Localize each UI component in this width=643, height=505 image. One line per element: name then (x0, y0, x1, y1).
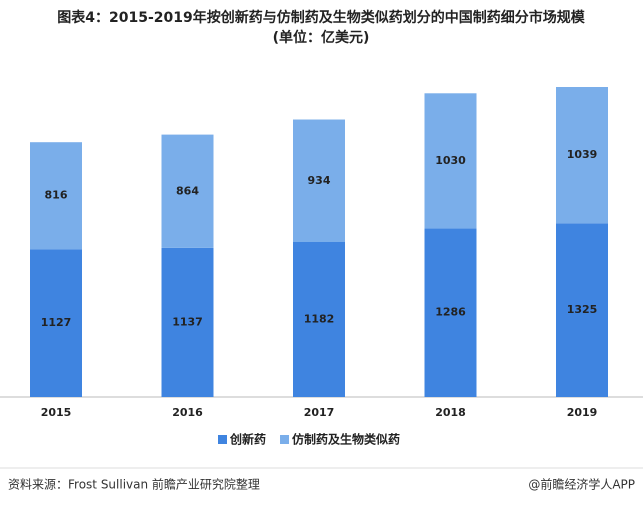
credit: @前瞻经济学人APP (528, 477, 635, 492)
value-label: 1182 (304, 313, 335, 326)
legend-label: 仿制药及生物类似药 (292, 432, 400, 447)
bar-segment (161, 247, 214, 397)
bar-segment (556, 87, 608, 224)
x-tick-label: 2018 (435, 406, 466, 419)
bar-segment (30, 249, 82, 397)
chart-title: 图表4：2015-2019年按创新药与仿制药及生物类似药划分的中国制药细分市场规… (57, 9, 585, 26)
value-label: 864 (176, 184, 199, 197)
bar-segment (161, 134, 214, 248)
x-tick-label: 2017 (304, 406, 335, 419)
source-note: 资料来源：Frost Sullivan 前瞻产业研究院整理 (8, 477, 260, 492)
value-label: 1127 (41, 316, 72, 329)
legend-label: 创新药 (229, 432, 266, 447)
legend-swatch (218, 435, 227, 444)
bar-segment (293, 242, 345, 397)
value-label: 1039 (567, 148, 598, 161)
x-tick-label: 2016 (172, 406, 203, 419)
value-label: 1325 (567, 303, 598, 316)
value-label: 934 (308, 174, 331, 187)
bar-segment (424, 228, 477, 397)
x-tick-label: 2019 (567, 406, 598, 419)
bar-segment (293, 119, 345, 242)
bar-segment (30, 142, 82, 250)
value-label: 1137 (172, 315, 203, 328)
value-label: 1030 (435, 154, 466, 167)
x-tick-label: 2015 (41, 406, 72, 419)
value-label: 816 (45, 189, 68, 202)
bar-segment (424, 93, 477, 229)
bar-segment (556, 223, 608, 397)
chart-subtitle: (单位：亿美元) (273, 29, 370, 46)
value-label: 1286 (435, 306, 466, 319)
legend-swatch (280, 435, 290, 444)
